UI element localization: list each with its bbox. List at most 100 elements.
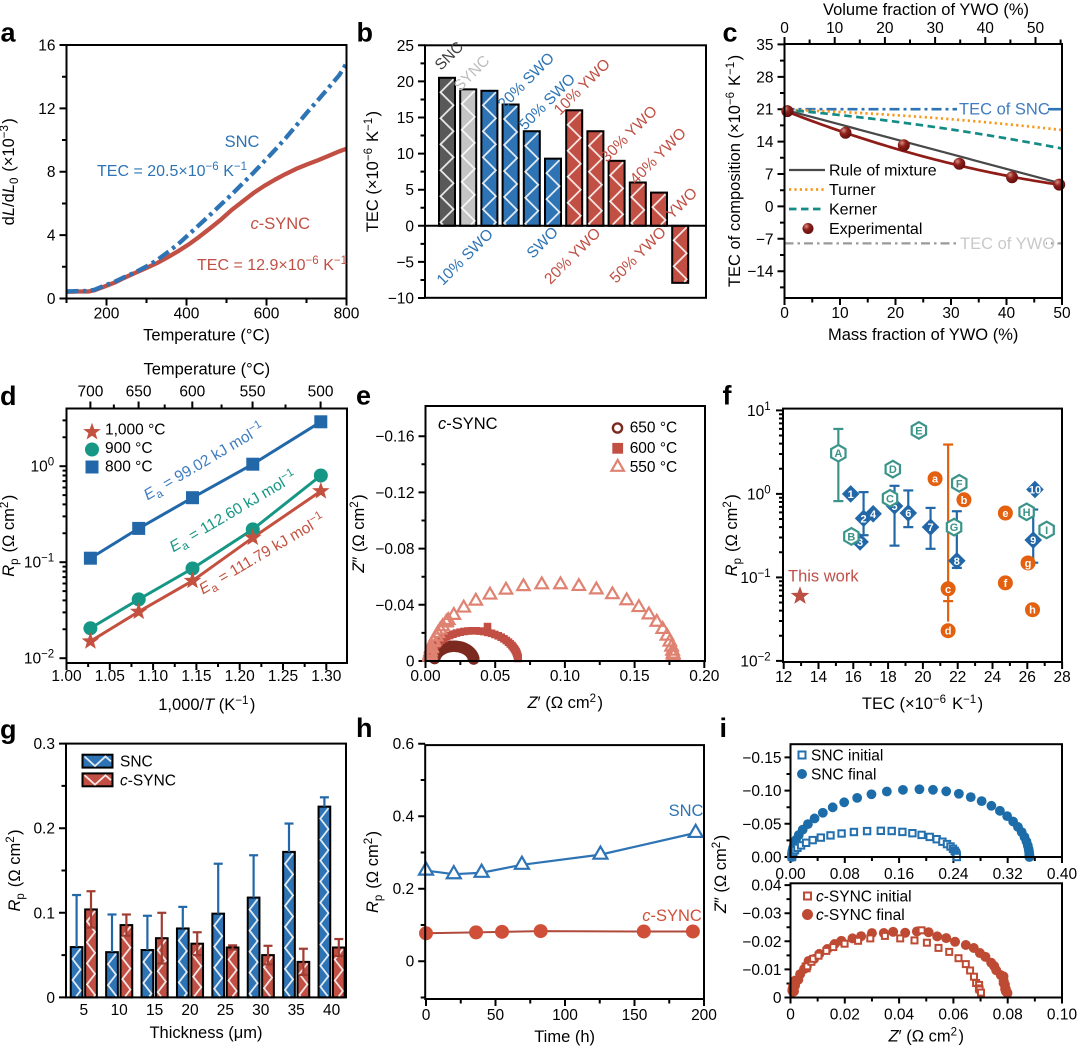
svg-text:TEC of composition (×10−6 K−1: TEC of composition (×10−6 K−1 ) (725, 55, 744, 287)
svg-text:10−1: 10−1 (24, 553, 56, 572)
svg-text:−0.02: −0.02 (742, 934, 781, 951)
svg-text:100: 100 (31, 457, 56, 476)
svg-text:SNC: SNC (669, 802, 704, 820)
svg-text:g: g (1025, 558, 1032, 570)
svg-text:650: 650 (126, 384, 152, 401)
svg-text:a: a (932, 474, 939, 486)
svg-text:TEC (×10−6 K−1 ): TEC (×10−6 K−1 ) (363, 111, 382, 232)
svg-text:0: 0 (47, 291, 56, 308)
svg-text:3: 3 (857, 537, 863, 549)
svg-text:30: 30 (252, 1002, 270, 1019)
svg-text:10: 10 (826, 20, 844, 37)
svg-text:18: 18 (879, 669, 896, 686)
svg-text:0.05: 0.05 (480, 668, 510, 685)
svg-text:Z″ (Ω cm2 ): Z″ (Ω cm2 ) (711, 835, 730, 914)
svg-text:e: e (356, 381, 371, 411)
svg-text:c-SYNC: c-SYNC (251, 215, 311, 233)
svg-text:−0.04: −0.04 (375, 597, 415, 614)
svg-text:400: 400 (174, 306, 200, 323)
svg-text:1,000 °C: 1,000 °C (105, 422, 166, 439)
svg-text:20: 20 (181, 1002, 199, 1019)
svg-text:10: 10 (831, 305, 849, 322)
svg-text:−0.12: −0.12 (375, 485, 414, 502)
svg-text:1.15: 1.15 (181, 668, 211, 685)
svg-text:50: 50 (1053, 305, 1071, 322)
svg-text:50: 50 (1027, 20, 1045, 37)
svg-text:Rp (Ω cm2 ): Rp (Ω cm2 ) (722, 494, 744, 576)
svg-text:10: 10 (111, 1002, 129, 1019)
svg-text:28: 28 (1053, 669, 1070, 686)
svg-text:40: 40 (998, 305, 1016, 322)
svg-text:14: 14 (810, 669, 828, 686)
svg-text:40: 40 (977, 20, 995, 37)
svg-text:15: 15 (397, 110, 414, 127)
svg-text:i: i (720, 713, 728, 743)
svg-text:SNC: SNC (120, 754, 153, 771)
svg-text:1.00: 1.00 (51, 668, 82, 685)
svg-text:1: 1 (848, 489, 854, 501)
svg-text:f: f (1004, 578, 1008, 590)
svg-text:SWO: SWO (524, 224, 562, 262)
svg-text:d: d (0, 381, 17, 411)
svg-text:This work: This work (788, 568, 859, 586)
svg-text:0.10: 0.10 (1047, 1007, 1078, 1024)
svg-text:0: 0 (406, 954, 415, 971)
svg-text:−14: −14 (747, 264, 774, 281)
svg-text:30: 30 (926, 20, 944, 37)
svg-text:4: 4 (47, 228, 56, 245)
svg-text:c: c (723, 18, 738, 48)
svg-text:8: 8 (954, 556, 960, 568)
svg-text:16: 16 (845, 669, 862, 686)
svg-text:Temperature (°C): Temperature (°C) (143, 361, 270, 379)
svg-text:550 °C: 550 °C (630, 459, 678, 476)
svg-text:SNC final: SNC final (811, 767, 876, 784)
svg-text:700: 700 (77, 384, 103, 401)
svg-text:1.25: 1.25 (268, 668, 298, 685)
svg-text:600: 600 (179, 384, 205, 401)
svg-text:8: 8 (47, 164, 56, 181)
svg-text:0.00: 0.00 (410, 668, 441, 685)
svg-text:5: 5 (891, 501, 897, 513)
svg-text:B: B (847, 531, 855, 543)
svg-text:0: 0 (780, 305, 789, 322)
svg-text:0.16: 0.16 (884, 866, 914, 883)
svg-text:Kerner: Kerner (829, 202, 878, 219)
svg-text:c-SYNC initial: c-SYNC initial (816, 889, 912, 906)
svg-text:c: c (945, 584, 951, 596)
svg-text:20: 20 (914, 669, 932, 686)
svg-text:100: 100 (747, 484, 772, 503)
svg-text:Rp (Ω cm2 ): Rp (Ω cm2 ) (0, 495, 21, 577)
svg-text:E: E (915, 425, 922, 437)
svg-text:−0.08: −0.08 (375, 541, 414, 558)
svg-text:800: 800 (334, 306, 360, 323)
svg-text:c-SYNC: c-SYNC (438, 415, 498, 433)
svg-text:12: 12 (775, 669, 792, 686)
svg-text:500: 500 (308, 384, 334, 401)
svg-text:TEC (×10−6 K−1 ): TEC (×10−6 K−1 ) (862, 694, 983, 713)
svg-text:1.30: 1.30 (311, 668, 342, 685)
svg-text:0: 0 (765, 199, 774, 216)
svg-text:4: 4 (870, 509, 877, 521)
svg-text:TEC = 20.5×10−6 K−1: TEC = 20.5×10−6 K−1 (97, 161, 248, 180)
svg-text:30: 30 (942, 305, 960, 322)
svg-text:5: 5 (79, 1002, 88, 1019)
svg-text:SNC initial: SNC initial (811, 748, 883, 765)
svg-text:101: 101 (747, 401, 772, 420)
svg-text:Z″ (Ω cm2 ): Z″ (Ω cm2 ) (349, 494, 368, 573)
svg-text:0: 0 (422, 1007, 431, 1024)
svg-text:−0.05: −0.05 (742, 816, 781, 833)
svg-text:F: F (956, 478, 963, 490)
svg-text:b: b (961, 495, 968, 507)
svg-text:0.2: 0.2 (33, 821, 55, 838)
svg-text:7: 7 (765, 167, 774, 184)
svg-text:0: 0 (780, 20, 789, 37)
svg-text:20: 20 (397, 74, 415, 91)
svg-text:2: 2 (861, 513, 867, 525)
svg-text:600 °C: 600 °C (630, 440, 678, 457)
svg-text:c-SYNC: c-SYNC (642, 907, 702, 925)
svg-text:0: 0 (406, 654, 415, 671)
svg-text:50: 50 (487, 1007, 505, 1024)
svg-text:25: 25 (217, 1002, 234, 1019)
svg-text:h: h (356, 713, 373, 743)
svg-text:0.24: 0.24 (938, 866, 969, 883)
